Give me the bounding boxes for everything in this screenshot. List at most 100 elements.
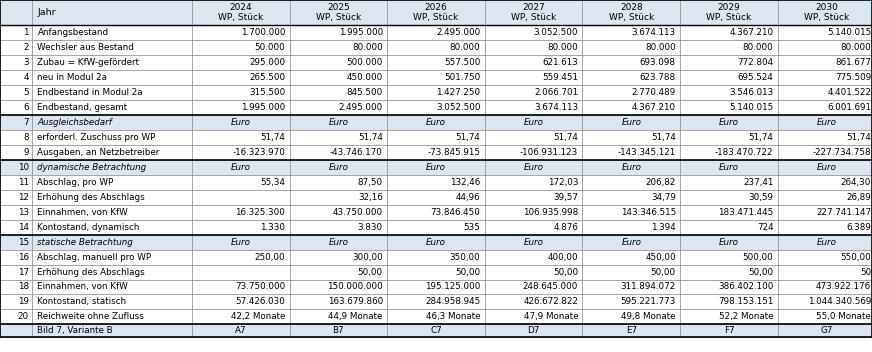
Bar: [32, 309, 192, 324]
Text: 1: 1: [24, 29, 29, 37]
Text: 693.098: 693.098: [640, 58, 676, 67]
Bar: [387, 309, 485, 324]
Bar: [778, 0, 872, 25]
Bar: [387, 85, 485, 100]
Text: 2030
WP, Stück: 2030 WP, Stück: [804, 3, 849, 23]
Text: 57.426.030: 57.426.030: [235, 297, 285, 307]
Text: dynamische Betrachtung: dynamische Betrachtung: [37, 163, 146, 172]
Bar: [387, 220, 485, 235]
Text: -43.746.170: -43.746.170: [330, 148, 383, 157]
Bar: [680, 250, 778, 265]
Text: 450.000: 450.000: [346, 73, 383, 82]
Bar: [192, 145, 290, 160]
Text: Euro: Euro: [622, 163, 641, 172]
Bar: [485, 55, 582, 70]
Text: 300,00: 300,00: [352, 253, 383, 262]
Bar: [387, 324, 485, 337]
Text: 52,2 Monate: 52,2 Monate: [719, 312, 773, 321]
Bar: [680, 0, 778, 25]
Bar: [387, 55, 485, 70]
Text: Euro: Euro: [231, 118, 250, 127]
Text: 1.995.000: 1.995.000: [241, 103, 285, 112]
Bar: [778, 130, 872, 145]
Text: 51,74: 51,74: [260, 133, 285, 142]
Text: Reichweite ohne Zufluss: Reichweite ohne Zufluss: [37, 312, 145, 321]
Bar: [192, 309, 290, 324]
Bar: [680, 70, 778, 85]
Text: 426.672.822: 426.672.822: [523, 297, 578, 307]
Text: Euro: Euro: [719, 163, 739, 172]
Text: 1.044.340.569: 1.044.340.569: [807, 297, 871, 307]
Bar: [582, 85, 680, 100]
Bar: [582, 309, 680, 324]
Text: 559.451: 559.451: [542, 73, 578, 82]
Bar: [32, 205, 192, 220]
Text: -16.323.970: -16.323.970: [232, 148, 285, 157]
Bar: [387, 100, 485, 115]
Text: Euro: Euro: [817, 238, 836, 247]
Bar: [778, 145, 872, 160]
Text: G7: G7: [821, 326, 833, 335]
Text: 695.524: 695.524: [738, 73, 773, 82]
Text: 44,9 Monate: 44,9 Monate: [329, 312, 383, 321]
Text: 595.221.773: 595.221.773: [620, 297, 676, 307]
Bar: [32, 115, 192, 130]
Text: 51,74: 51,74: [651, 133, 676, 142]
Text: Ausgleichsbedarf: Ausgleichsbedarf: [37, 118, 112, 127]
Text: 248.645.000: 248.645.000: [522, 283, 578, 291]
Bar: [0, 145, 32, 160]
Text: Abschlag, manuell pro WP: Abschlag, manuell pro WP: [37, 253, 152, 262]
Text: 5.140.015: 5.140.015: [827, 29, 871, 37]
Bar: [387, 0, 485, 25]
Bar: [778, 220, 872, 235]
Text: Euro: Euro: [622, 118, 641, 127]
Bar: [680, 145, 778, 160]
Bar: [192, 0, 290, 25]
Text: 5: 5: [24, 88, 29, 97]
Bar: [290, 85, 387, 100]
Bar: [680, 309, 778, 324]
Bar: [485, 145, 582, 160]
Text: 18: 18: [17, 283, 29, 291]
Text: C7: C7: [430, 326, 442, 335]
Text: 500.000: 500.000: [346, 58, 383, 67]
Bar: [0, 309, 32, 324]
Bar: [680, 175, 778, 190]
Bar: [387, 175, 485, 190]
Text: Euro: Euro: [524, 238, 543, 247]
Text: 195.125.000: 195.125.000: [425, 283, 480, 291]
Bar: [582, 175, 680, 190]
Bar: [0, 130, 32, 145]
Text: 51,74: 51,74: [455, 133, 480, 142]
Bar: [582, 295, 680, 309]
Bar: [485, 324, 582, 337]
Bar: [778, 235, 872, 250]
Bar: [485, 100, 582, 115]
Text: -73.845.915: -73.845.915: [427, 148, 480, 157]
Text: Endbestand in Modul 2a: Endbestand in Modul 2a: [37, 88, 143, 97]
Bar: [0, 295, 32, 309]
Bar: [0, 55, 32, 70]
Bar: [32, 40, 192, 55]
Text: 42,2 Monate: 42,2 Monate: [231, 312, 285, 321]
Text: 315.500: 315.500: [249, 88, 285, 97]
Text: -183.470.722: -183.470.722: [715, 148, 773, 157]
Bar: [192, 115, 290, 130]
Text: 16: 16: [17, 253, 29, 262]
Bar: [778, 115, 872, 130]
Bar: [192, 265, 290, 279]
Text: Euro: Euro: [719, 238, 739, 247]
Bar: [485, 70, 582, 85]
Text: Zubau = KfW-gefördert: Zubau = KfW-gefördert: [37, 58, 140, 67]
Text: B7: B7: [332, 326, 344, 335]
Bar: [290, 55, 387, 70]
Bar: [290, 220, 387, 235]
Text: 30,59: 30,59: [748, 193, 773, 202]
Text: 9: 9: [24, 148, 29, 157]
Bar: [192, 324, 290, 337]
Text: A7: A7: [235, 326, 247, 335]
Text: 106.935.998: 106.935.998: [523, 208, 578, 217]
Bar: [485, 265, 582, 279]
Bar: [290, 175, 387, 190]
Bar: [485, 250, 582, 265]
